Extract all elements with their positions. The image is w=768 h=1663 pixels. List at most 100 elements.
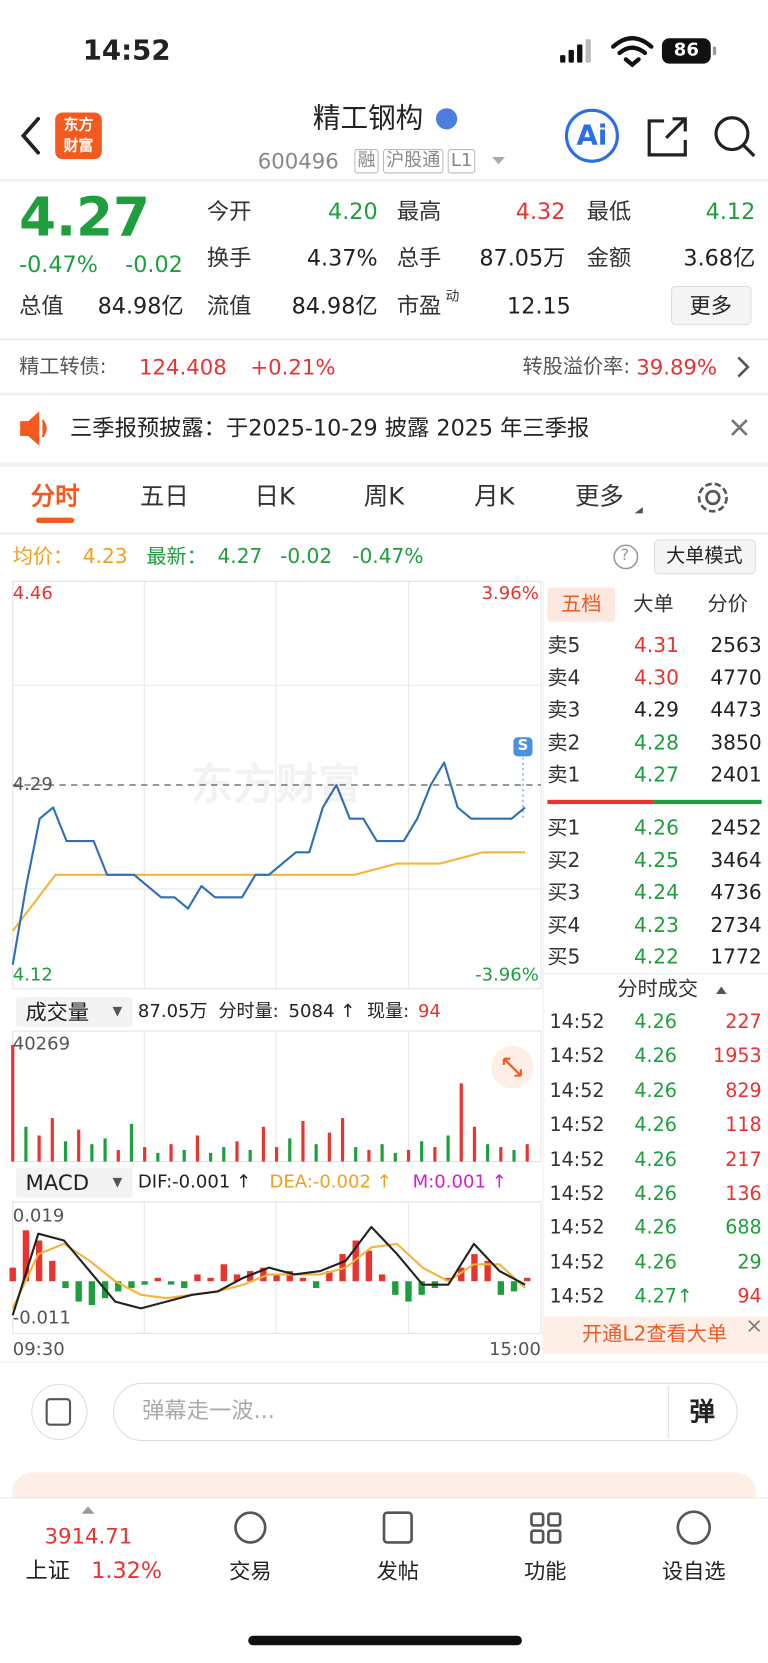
book-level: 卖2 [547,730,581,755]
l2-banner[interactable] [543,1316,768,1354]
verified-badge [435,108,458,130]
field-label: 总手 [396,245,442,272]
macd-bar [49,1260,56,1282]
y-tick-label: -0.011 [12,1307,71,1329]
macd-bar [484,1260,491,1282]
macd-bar [88,1281,96,1305]
share-button[interactable] [647,117,687,157]
settings-button[interactable] [697,482,728,513]
chart-tab[interactable]: 日K [254,483,295,511]
chart-tab[interactable]: 更多 [574,483,624,511]
chart-tab[interactable]: 月K [474,483,515,511]
trade-time: 14:52 [549,1251,605,1274]
help-icon: ? [620,545,630,565]
trade-volume: 118 [725,1114,762,1137]
comment-placeholder[interactable]: 弹幕走一波... [142,1397,275,1424]
volume-bar [50,1118,54,1162]
chart-tab[interactable]: 周K [363,483,405,511]
book-volume: 3464 [710,848,762,872]
volume-selector-label[interactable]: 成交量 [25,999,90,1025]
notes-button[interactable] [31,1383,88,1441]
trades-title: 分时成交 [617,977,699,1001]
l2-banner-text[interactable]: 开通L2查看大单 [582,1322,728,1346]
nav-item[interactable]: 设自选 [661,1558,726,1584]
volume-bar [274,1147,279,1162]
nav-item[interactable]: 发帖 [376,1558,420,1584]
chart-tab[interactable]: 五日 [140,483,189,511]
bond-premium: 39.89% [636,354,718,380]
comment-input[interactable] [112,1382,738,1442]
macd-bar [115,1281,122,1292]
last-price: 4.27 [19,186,150,249]
volume-selector[interactable] [15,997,133,1027]
macd-selector-label[interactable]: MACD [25,1170,90,1196]
close-banner[interactable] [748,1320,761,1332]
logo-text[interactable]: 东方 [63,116,94,134]
y-tick-label: 40269 [12,1033,71,1055]
chevron[interactable] [737,356,750,378]
watermark: 东方财富 [190,760,361,810]
index-change[interactable]: 1.32% [91,1557,163,1584]
bond-name: 精工转债: [19,354,107,379]
home-indicator [248,1635,522,1646]
y-tick-label: 0.019 [12,1205,65,1227]
book-tab[interactable]: 分价 [707,592,748,616]
nav-item[interactable]: 交易 [229,1558,272,1584]
index-value[interactable]: 3914.71 [44,1523,133,1549]
search-button[interactable] [714,116,756,158]
active-tab-underline [36,517,75,523]
macd-selector[interactable] [15,1167,133,1198]
macd-bar [273,1274,280,1282]
help-button[interactable] [613,544,639,570]
macd-bar [497,1281,505,1295]
book-level: 买5 [547,945,581,970]
volume-bar [156,1152,160,1162]
book-tab[interactable]: 五档 [561,592,602,616]
s-marker[interactable] [513,737,533,757]
book-volume: 3850 [710,730,762,755]
mode-button[interactable] [653,539,756,575]
bond-change: +0.21% [250,354,336,380]
volume-bar [11,1044,15,1162]
volume-bar [116,1149,120,1162]
macd-bar [286,1271,293,1282]
more-button-label[interactable]: 更多 [689,292,732,319]
book-tab[interactable]: 大单 [633,592,674,616]
chart-tab[interactable]: 分时 [30,483,80,511]
notice-text[interactable]: 三季报预披露：于2025-10-29 披露 2025 年三季报 [70,415,590,441]
macd-bar [392,1281,399,1295]
speaker-icon [20,411,47,446]
volume-bar [380,1144,384,1162]
more-button[interactable] [670,285,752,326]
macd-bar [405,1281,412,1302]
nav-item[interactable]: 功能 [524,1558,567,1584]
trade-time: 14:52 [549,1285,605,1309]
macd-bar [378,1274,386,1282]
macd-bar [233,1274,241,1282]
mode-button-label[interactable]: 大单模式 [666,545,743,568]
logo-text[interactable]: 财富 [63,137,94,155]
volume-total: 87.05万 [137,1000,208,1023]
latest-change-pct: -0.47% [352,544,424,569]
notes-icon [45,1398,72,1426]
index-name[interactable]: 上证 [25,1557,71,1584]
book-level: 买2 [547,848,581,872]
macd-bar [167,1281,175,1285]
s-marker-label: S [517,737,529,755]
code-dropdown[interactable] [492,156,505,165]
back-button[interactable] [20,116,41,155]
macd-bar [9,1267,16,1282]
close-notice[interactable] [731,419,748,436]
app-logo[interactable] [55,112,102,160]
x-tick-label: 15:00 [489,1339,542,1361]
section-gap [0,462,768,467]
divider [0,338,768,341]
ai-button[interactable] [564,108,619,163]
bond-price: 124.408 [138,354,227,380]
book-volume: 1772 [710,945,762,970]
volume-bar [406,1149,411,1162]
ai-label[interactable]: Ai [576,119,608,152]
volume-bar [525,1144,529,1162]
danmaku-button[interactable]: 弹 [689,1397,715,1427]
